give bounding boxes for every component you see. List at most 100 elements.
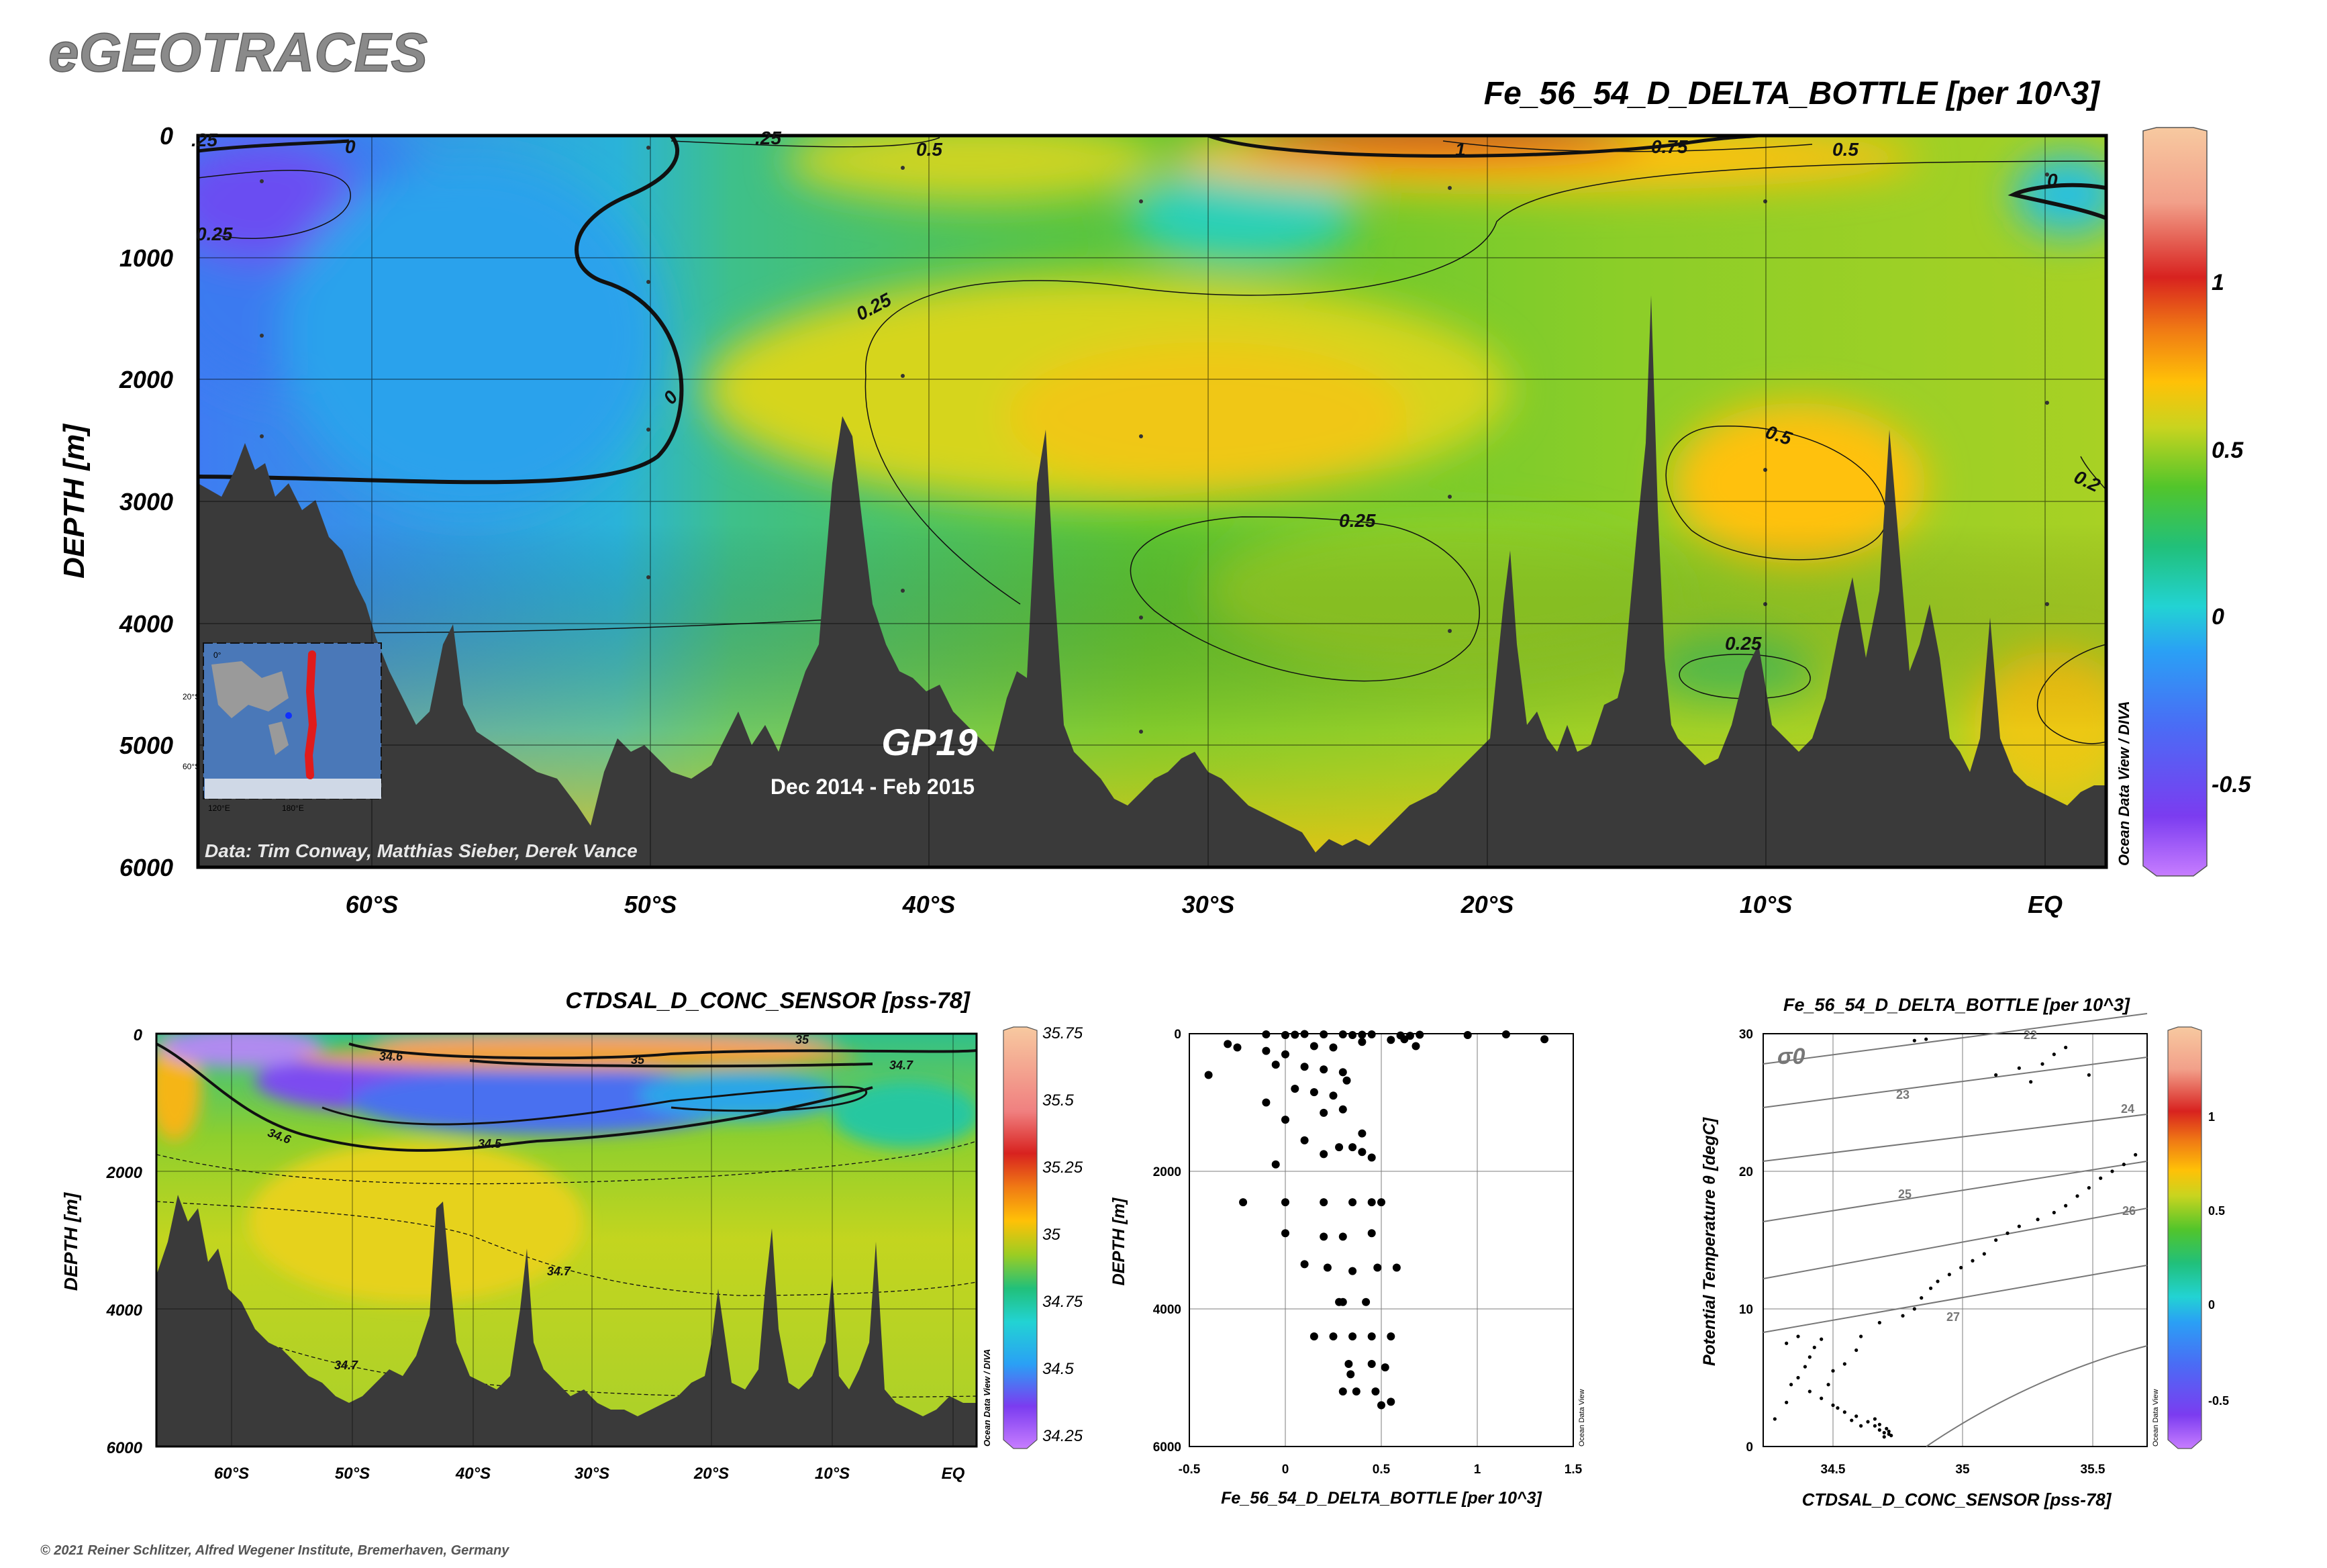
ts-cbar-tick: 1 (2208, 1110, 2215, 1124)
ts-xtick: 35.5 (2081, 1463, 2106, 1477)
fe-depth-point (1352, 1387, 1360, 1395)
ts-point (1873, 1424, 1877, 1428)
svg-text:0°: 0° (213, 650, 221, 660)
main-xtick: 50°S (624, 891, 677, 918)
ts-point (1831, 1403, 1835, 1408)
fe-depth-point (1348, 1332, 1357, 1340)
svg-text:0: 0 (345, 136, 356, 157)
fe-depth-point (1281, 1031, 1289, 1040)
ts-point (1947, 1273, 1951, 1277)
copyright: © 2021 Reiner Schlitzer, Alfred Wegener … (40, 1543, 509, 1558)
fe-depth-point (1320, 1198, 1328, 1207)
ts-point (1866, 1420, 1870, 1424)
ts-point (2036, 1218, 2040, 1222)
ts-ytick: 0 (1746, 1440, 1753, 1455)
ts-cbar-tick: 0.5 (2208, 1204, 2225, 1218)
ts-point (1994, 1073, 1998, 1077)
ts-point (1882, 1430, 1886, 1435)
ts-ytick: 20 (1739, 1165, 1753, 1179)
ts-ylabel: Potential Temperature θ [degC] (1700, 1116, 1719, 1366)
fe-depth-point (1416, 1030, 1424, 1039)
salinity-xtick: 20°S (693, 1465, 729, 1483)
main-ytick: 5000 (119, 732, 173, 759)
salinity-cbar-tick: 35.25 (1042, 1159, 1083, 1177)
salinity-xtick: 30°S (575, 1465, 609, 1483)
fe-depth-point (1367, 1153, 1376, 1162)
fe-depth-point (1348, 1143, 1357, 1152)
fe-depth-point (1329, 1043, 1338, 1052)
fe-depth-point (1346, 1370, 1355, 1379)
isopycnal-label: 22 (2024, 1028, 2037, 1042)
ts-xlabel: CTDSAL_D_CONC_SENSOR [pss-78] (1802, 1489, 2112, 1510)
ts-point (2099, 1176, 2103, 1180)
ts-point (1912, 1307, 1916, 1311)
svg-text:0.5: 0.5 (916, 139, 942, 160)
svg-text:180°E: 180°E (282, 803, 304, 813)
ts-point (1885, 1426, 1889, 1430)
fe-depth-point (1392, 1263, 1401, 1272)
main-ytick: 2000 (119, 366, 173, 393)
ts-point (1889, 1434, 1893, 1438)
main-cbar-tick: 0.5 (2212, 438, 2244, 463)
salinity-cbar-tick: 34.25 (1042, 1427, 1083, 1445)
fe-depth-point (1338, 1030, 1347, 1039)
fe-depth-point (1358, 1129, 1367, 1138)
fe-depth-point (1233, 1043, 1242, 1052)
main-section-plot: 0 .25 0.25 .25 0.5 1 0.75 0.5 0 0.25 0 0… (183, 128, 2132, 869)
fe-depth-point (1300, 1136, 1309, 1144)
svg-text:0.25: 0.25 (1725, 633, 1762, 654)
fe-depth-point (1338, 1387, 1347, 1395)
fe-depth-point (1338, 1297, 1347, 1306)
ts-point (1982, 1252, 1986, 1256)
main-ytick: 0 (160, 122, 173, 150)
ts-point (1826, 1383, 1830, 1387)
sc1-xtick: 0.5 (1373, 1463, 1391, 1477)
svg-text:34.5: 34.5 (478, 1137, 502, 1150)
main-chart-title: Fe_56_54_D_DELTA_BOTTLE [per 10^3] (1484, 76, 2101, 111)
ts-cbar-tick: 0 (2208, 1298, 2215, 1312)
fe-depth-point (1367, 1030, 1376, 1039)
ts-point (1785, 1400, 1789, 1404)
salinity-xtick: 40°S (455, 1465, 491, 1483)
fe-depth-point (1291, 1085, 1299, 1093)
ts-point (1820, 1337, 1824, 1341)
main-ytick: 3000 (119, 488, 173, 516)
main-xtick: 20°S (1460, 891, 1514, 918)
ts-cbar-tick: -0.5 (2208, 1394, 2229, 1408)
fe-depth-point (1291, 1030, 1299, 1039)
ts-point (1877, 1320, 1881, 1325)
fe-depth-point (1309, 1088, 1318, 1097)
sc1-ytick: 4000 (1153, 1303, 1181, 1317)
isopycnal-label: 25 (1898, 1187, 1912, 1201)
svg-text:34.7: 34.7 (889, 1059, 913, 1072)
isopycnal-label: 23 (1896, 1088, 1910, 1101)
fe-depth-point (1348, 1031, 1357, 1040)
fe-depth-point (1358, 1038, 1367, 1046)
sc1-ytick: 6000 (1153, 1440, 1181, 1455)
salinity-watermark: Ocean Data View / DIVA (982, 1349, 992, 1447)
isopycnal-label: 27 (1946, 1310, 1960, 1324)
fe-depth-point (1387, 1036, 1395, 1044)
ts-point (2075, 1194, 2079, 1198)
salinity-ytick: 6000 (107, 1439, 143, 1457)
ts-point (2064, 1045, 2068, 1050)
main-xtick: 60°S (346, 891, 398, 918)
fe-depth-point (1323, 1263, 1332, 1272)
sc1-xtick: 0 (1282, 1463, 1289, 1477)
fe-depth-point (1344, 1360, 1353, 1368)
ts-point (2110, 1169, 2114, 1173)
svg-text:0: 0 (2047, 170, 2058, 191)
inset-location-map: 0° 20°S 60°S 120°E 180°E (183, 642, 382, 813)
svg-text:0.25: 0.25 (1339, 510, 1376, 531)
main-xtick: 40°S (902, 891, 955, 918)
fe-depth-point (1300, 1260, 1309, 1269)
fe-depth-point (1320, 1108, 1328, 1117)
fe-depth-point (1271, 1160, 1280, 1169)
fe-depth-point (1377, 1401, 1385, 1410)
ts-point (2134, 1153, 2138, 1157)
fe-depth-point (1412, 1042, 1420, 1050)
sc1-ytick: 2000 (1153, 1165, 1181, 1179)
fe-depth-point (1309, 1042, 1318, 1050)
ts-scatter: 22 23 24 25 26 27 σ0 Ocean Data View (1763, 1013, 2160, 1447)
svg-text:0.5: 0.5 (1832, 139, 1859, 160)
